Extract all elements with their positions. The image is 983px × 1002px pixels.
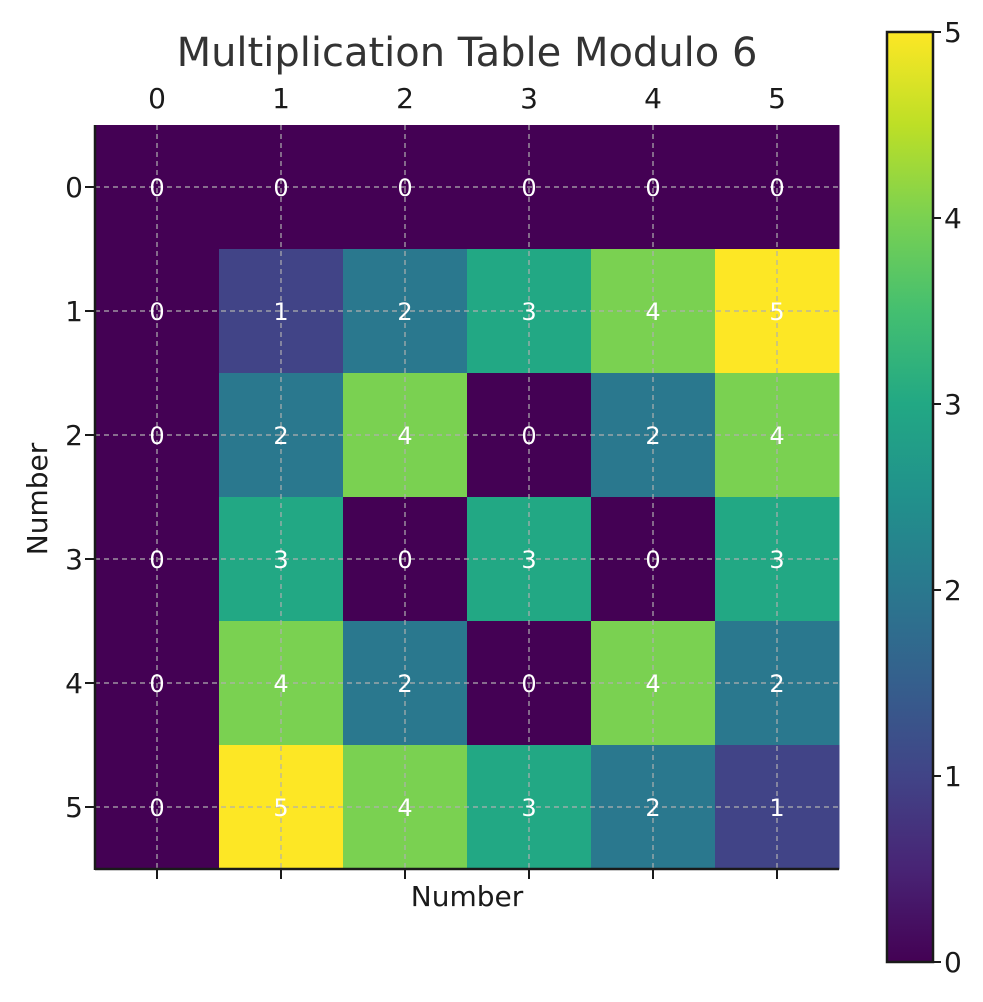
heatmap-axes: 0 1 2 3 4 5 0 1 2 3 4 5: [65, 82, 839, 879]
cell-value-label-r0-c1: 0: [273, 174, 288, 202]
cell-value-label-r4-c5: 2: [769, 670, 784, 698]
chart-title: Multiplication Table Modulo 6: [177, 30, 758, 76]
x-tick-label-2: 2: [396, 82, 414, 115]
cell-value-label-r3-c4: 0: [645, 546, 660, 574]
y-tick-label-2: 2: [65, 419, 83, 452]
colorbar-tick-label-4: 4: [944, 202, 962, 235]
cell-value-label-r0-c3: 0: [521, 174, 536, 202]
colorbar-gradient: [885, 30, 935, 964]
y-tick-label-1: 1: [65, 295, 83, 328]
cell-value-label-r4-c1: 4: [273, 670, 288, 698]
x-tick-label-5: 5: [768, 82, 786, 115]
cell-value-label-r5-c0: 0: [149, 794, 164, 822]
cell-value-label-r4-c4: 4: [645, 670, 660, 698]
y-tick-label-0: 0: [65, 171, 83, 204]
colorbar: 0 1 2 3 4 5: [885, 16, 962, 979]
cell-value-label-r2-c4: 2: [645, 422, 660, 450]
cell-value-label-r5-c1: 5: [273, 794, 288, 822]
cell-value-label-r2-c3: 0: [521, 422, 536, 450]
cell-value-label-r3-c3: 3: [521, 546, 536, 574]
cell-value-label-r2-c5: 4: [769, 422, 784, 450]
cell-value-label-r3-c0: 0: [149, 546, 164, 574]
heatmap-cells: [95, 125, 840, 870]
cell-value-label-r4-c2: 2: [397, 670, 412, 698]
cell-value-label-r0-c4: 0: [645, 174, 660, 202]
cell-value-label-r2-c0: 0: [149, 422, 164, 450]
cell-value-label-r1-c0: 0: [149, 298, 164, 326]
y-tick-label-4: 4: [65, 667, 83, 700]
cell-value-label-r0-c2: 0: [397, 174, 412, 202]
colorbar-tick-label-1: 1: [944, 760, 962, 793]
y-tick-label-3: 3: [65, 543, 83, 576]
cell-value-label-r3-c5: 3: [769, 546, 784, 574]
cell-value-label-r1-c2: 2: [397, 298, 412, 326]
cell-value-label-r1-c5: 5: [769, 298, 784, 326]
heatmap-grid: [95, 125, 839, 869]
colorbar-tick-label-0: 0: [944, 946, 962, 979]
colorbar-tick-label-5: 5: [944, 16, 962, 49]
x-tick-label-1: 1: [272, 82, 290, 115]
cell-value-label-r4-c3: 0: [521, 670, 536, 698]
x-tick-label-3: 3: [520, 82, 538, 115]
cell-value-label-r0-c0: 0: [149, 174, 164, 202]
x-tick-label-4: 4: [644, 82, 662, 115]
cell-value-label-r1-c4: 4: [645, 298, 660, 326]
cell-value-label-r2-c1: 2: [273, 422, 288, 450]
y-tick-label-5: 5: [65, 791, 83, 824]
cell-value-label-r0-c5: 0: [769, 174, 784, 202]
cell-value-label-r2-c2: 4: [397, 422, 412, 450]
cell-value-label-r3-c1: 3: [273, 546, 288, 574]
colorbar-tick-label-3: 3: [944, 388, 962, 421]
cell-value-label-r4-c0: 0: [149, 670, 164, 698]
cell-value-label-r5-c2: 4: [397, 794, 412, 822]
cell-value-label-r1-c1: 1: [273, 298, 288, 326]
cell-value-label-r5-c4: 2: [645, 794, 660, 822]
x-axis-label: Number: [411, 880, 524, 913]
cell-value-label-r5-c3: 3: [521, 794, 536, 822]
heatmap-cell-labels: 0 0 0 0 0 0 0 1 2 3 4 5 0 2 4 0 2 4 0 3 0 3 0 3 0 4 2 0 4 2 0 5 4 3 2 1: [149, 174, 784, 822]
y-axis-label: Number: [21, 442, 54, 555]
colorbar-tick-label-2: 2: [944, 574, 962, 607]
cell-value-label-r1-c3: 3: [521, 298, 536, 326]
x-tick-label-0: 0: [148, 82, 166, 115]
cell-value-label-r5-c5: 1: [769, 794, 784, 822]
cell-value-label-r3-c2: 0: [397, 546, 412, 574]
